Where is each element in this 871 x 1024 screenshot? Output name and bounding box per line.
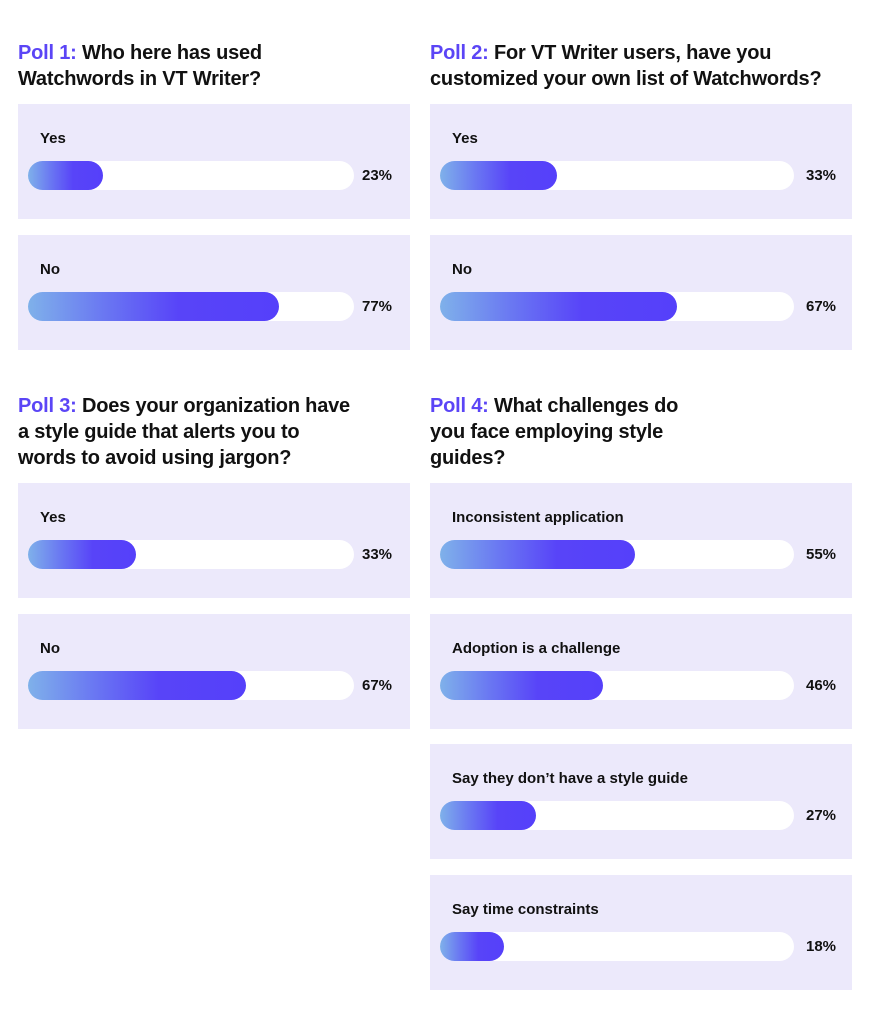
option-label: Yes [452,130,478,147]
poll-option: Yes 33% [18,483,410,598]
poll-question: Who here has used Watchwords in VT Write… [18,42,262,90]
progress-track [440,801,794,830]
progress-track [28,670,354,700]
progress-fill [440,801,536,830]
option-percent: 67% [362,676,393,694]
poll-number: Poll 3: [18,395,77,417]
poll-title: Poll 4: What challenges do you face empl… [430,393,710,471]
poll-option: No 67% [18,613,410,729]
progress-track [28,291,354,321]
progress-track [440,670,794,700]
option-percent: 18% [806,937,837,955]
option-label: Adoption is a challenge [452,639,621,657]
option-label: Inconsistent application [452,509,624,526]
poll-question: Does your organization have a style guid… [18,395,350,469]
option-percent: 23% [362,167,393,184]
poll-title: Poll 2: For VT Writer users, have you cu… [430,40,850,92]
poll-title: Poll 1: Who here has used Watchwords in … [18,40,318,92]
poll-option: No 77% [18,234,410,350]
progress-fill [440,670,603,700]
option-label: Say they don’t have a style guide [452,770,688,787]
option-percent: 33% [362,546,393,563]
poll-option: Say they don’t have a style guide 27% [430,744,852,859]
progress-track [440,931,794,961]
option-percent: 46% [806,676,837,694]
progress-fill [28,540,136,569]
progress-track [28,540,354,569]
option-percent: 55% [806,546,837,563]
option-percent: 67% [806,297,837,315]
poll-2: Poll 2: For VT Writer users, have you cu… [430,40,852,350]
poll-option: Yes 33% [430,104,852,219]
poll-option: Say time constraints 18% [430,874,852,990]
option-percent: 27% [806,807,837,824]
poll-4: Poll 4: What challenges do you face empl… [430,393,852,990]
progress-fill [28,161,103,190]
progress-fill [440,540,635,569]
option-label: Yes [40,509,66,526]
poll-option: Adoption is a challenge 46% [430,613,852,729]
poll-question: For VT Writer users, have you customized… [430,42,822,90]
progress-fill [440,291,678,321]
option-label: Say time constraints [452,900,599,918]
poll-option: Inconsistent application 55% [430,483,852,598]
progress-track [440,291,794,321]
progress-fill [28,291,280,321]
option-label: Yes [40,130,66,147]
option-percent: 77% [362,297,393,315]
poll-number: Poll 2: [430,42,489,64]
progress-track [440,540,794,569]
poll-number: Poll 4: [430,395,489,417]
progress-fill [440,931,504,961]
poll-option: Yes 23% [18,104,410,219]
option-label: No [452,260,472,278]
progress-fill [440,161,557,190]
poll-number: Poll 1: [18,42,77,64]
progress-fill [28,670,247,700]
poll-3: Poll 3: Does your organization have a st… [18,393,410,729]
poll-option: No 67% [430,234,852,350]
poll-question: What challenges do you face employing st… [430,395,679,469]
option-label: No [40,639,60,657]
option-percent: 33% [806,167,837,184]
poll-1: Poll 1: Who here has used Watchwords in … [18,40,410,350]
progress-track [440,161,794,190]
option-label: No [40,260,60,278]
progress-track [28,161,354,190]
poll-title: Poll 3: Does your organization have a st… [18,393,358,471]
